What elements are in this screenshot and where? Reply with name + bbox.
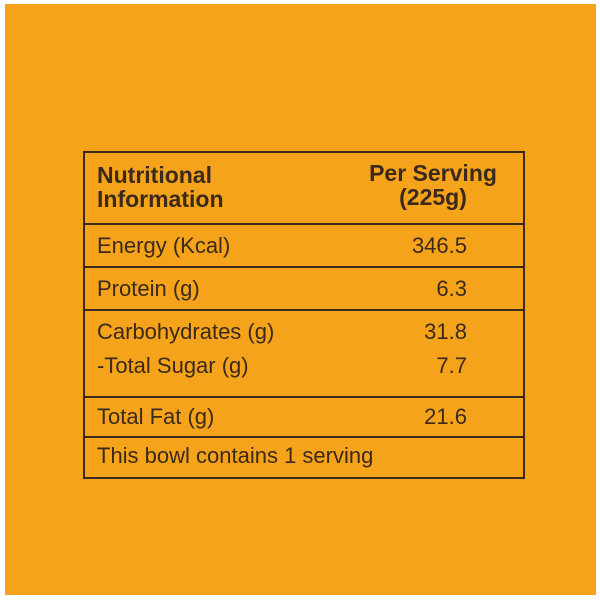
sugar-value: 7.7 <box>436 353 467 378</box>
energy-value: 346.5 <box>411 233 467 258</box>
fat-label: Total Fat (g) <box>97 404 215 429</box>
carbohydrates-label: Carbohydrates (g) <box>97 319 275 344</box>
table-row-fat: Total Fat (g) 21.6 <box>85 398 523 438</box>
fat-value: 21.6 <box>424 404 467 429</box>
nutrient-column-header: Nutritional Information <box>97 162 224 212</box>
table-row-carbohydrates: Carbohydrates (g) 31.8 -Total Sugar (g) … <box>85 311 523 398</box>
serving-note-row: This bowl contains 1 serving <box>85 438 523 477</box>
sugar-label: -Total Sugar (g) <box>97 353 249 378</box>
energy-label: Energy (Kcal) <box>97 233 231 258</box>
table-header-row: Nutritional Information Per Serving (225… <box>85 153 523 225</box>
serving-note: This bowl contains 1 serving <box>97 443 374 468</box>
protein-label: Protein (g) <box>97 276 200 301</box>
carbohydrates-value: 31.8 <box>424 319 467 344</box>
table-row-energy: Energy (Kcal) 346.5 <box>85 225 523 268</box>
background-panel: Nutritional Information Per Serving (225… <box>5 4 596 595</box>
protein-value: 6.3 <box>436 276 467 301</box>
nutrition-table: Nutritional Information Per Serving (225… <box>83 151 525 479</box>
table-row-protein: Protein (g) 6.3 <box>85 268 523 311</box>
serving-column-header: Per Serving (225g) <box>369 160 497 210</box>
